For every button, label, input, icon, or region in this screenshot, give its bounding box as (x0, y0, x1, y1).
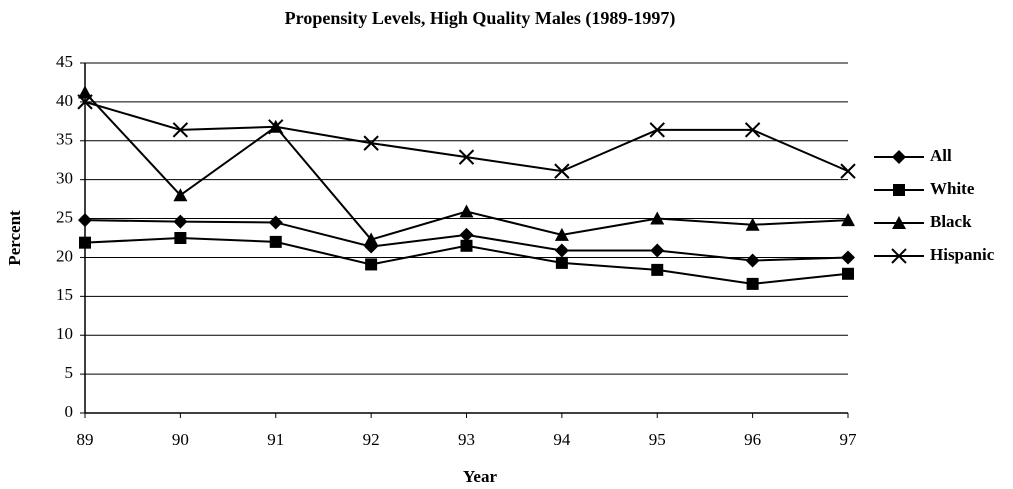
marker (172, 122, 189, 138)
marker (79, 236, 91, 249)
y-tick-label: 10 (56, 324, 73, 343)
marker (173, 214, 188, 229)
x-tick-label: 92 (363, 430, 380, 449)
marker (77, 94, 93, 110)
marker (269, 235, 282, 248)
chart-title: Propensity Levels, High Quality Males (1… (285, 8, 676, 29)
y-tick-label: 35 (56, 130, 73, 149)
x-tick-label: 93 (458, 430, 475, 449)
legend-label: Hispanic (930, 245, 995, 264)
x-tick-label: 91 (267, 430, 284, 449)
marker (745, 253, 760, 268)
legend-marker (892, 150, 906, 164)
marker (363, 135, 379, 151)
legend-label: Black (930, 212, 972, 231)
legend-marker (891, 248, 907, 264)
marker (842, 267, 854, 280)
legend-label: All (930, 146, 952, 165)
marker (841, 213, 855, 227)
y-tick-label: 15 (56, 285, 73, 304)
marker (650, 243, 665, 258)
x-tick-label: 90 (172, 430, 189, 449)
marker (841, 250, 855, 265)
marker (459, 204, 474, 218)
marker (554, 243, 569, 258)
marker (649, 122, 665, 138)
marker (651, 263, 664, 276)
marker (554, 163, 570, 179)
y-tick-label: 40 (56, 91, 73, 110)
marker (268, 119, 284, 135)
marker (174, 232, 187, 244)
legend-label: White (930, 179, 975, 198)
marker (365, 258, 378, 271)
x-tick-label: 97 (840, 430, 858, 449)
marker (555, 256, 568, 269)
y-tick-label: 0 (65, 402, 74, 421)
marker (78, 213, 92, 228)
marker (173, 188, 188, 202)
x-tick-label: 94 (553, 430, 571, 449)
series-line (84, 100, 849, 173)
marker (650, 211, 665, 225)
y-tick-label: 20 (56, 246, 73, 265)
marker (744, 122, 761, 138)
y-tick-label: 5 (65, 363, 74, 382)
y-tick-label: 25 (56, 207, 73, 226)
y-axis-label: Percent (5, 210, 24, 266)
y-tick-label: 45 (56, 52, 73, 71)
marker (458, 149, 475, 165)
marker (459, 227, 474, 242)
marker (745, 217, 760, 231)
marker (460, 239, 473, 252)
x-tick-label: 96 (744, 430, 761, 449)
marker (78, 85, 92, 99)
legend-marker (892, 216, 906, 229)
marker (268, 215, 283, 230)
x-tick-label: 89 (77, 430, 94, 449)
marker (554, 227, 569, 241)
marker (840, 163, 856, 179)
marker (746, 277, 759, 290)
y-tick-label: 30 (56, 169, 73, 188)
legend-marker (893, 184, 905, 196)
x-tick-label: 95 (649, 430, 666, 449)
marker (364, 232, 379, 246)
x-axis-label: Year (463, 467, 497, 486)
